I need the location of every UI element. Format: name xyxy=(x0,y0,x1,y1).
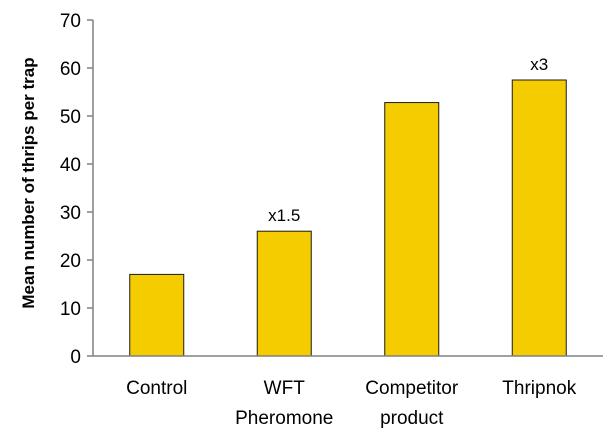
bar xyxy=(511,79,567,357)
bar xyxy=(384,102,440,357)
x-category-label: WFT Pheromone xyxy=(235,378,333,429)
y-axis-ticks: 0 10 20 30 40 50 60 70 xyxy=(60,11,93,368)
y-tick-label: 70 xyxy=(60,11,81,32)
bar-data-label: x1.5 xyxy=(268,206,300,225)
y-tick-label: 0 xyxy=(70,347,81,368)
bar-data-label: x3 xyxy=(530,55,548,74)
bar xyxy=(129,273,185,357)
x-category-label: Control xyxy=(126,378,187,399)
axes xyxy=(92,20,603,357)
bar xyxy=(256,230,312,357)
y-axis-title: Mean number of thrips per trap xyxy=(19,57,38,308)
y-tick-label: 40 xyxy=(60,155,81,176)
y-axis-title-group: Mean number of thrips per trap xyxy=(19,57,38,308)
y-tick-label: 20 xyxy=(60,251,81,272)
bars xyxy=(129,79,567,357)
x-category-label: Competitor product xyxy=(365,378,459,429)
data-labels: x1.5 x3 xyxy=(268,55,548,225)
x-category-label: Thripnok xyxy=(502,378,576,399)
y-tick-label: 30 xyxy=(60,203,81,224)
y-tick-label: 10 xyxy=(60,299,81,320)
y-tick-label: 60 xyxy=(60,59,81,80)
y-tick-label: 50 xyxy=(60,107,81,128)
x-axis-category-labels: Control WFT Pheromone Competitor product Thri… xyxy=(126,378,577,429)
